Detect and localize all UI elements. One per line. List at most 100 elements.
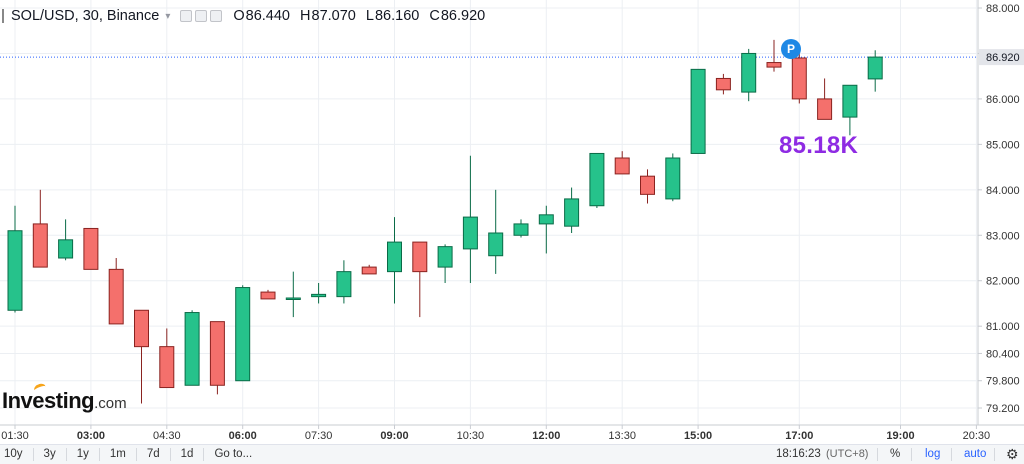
auto-toggle[interactable]: auto [964,448,987,460]
open-value: 86.440 [245,8,290,24]
candle-down[interactable] [209,321,225,386]
toolbar-divider [951,448,952,461]
candle-down[interactable] [32,223,48,268]
range-3y-button[interactable]: 3y [34,448,67,461]
marker-badge[interactable]: P [781,39,801,59]
candle-down[interactable] [766,62,782,68]
candle-down[interactable] [640,175,655,195]
price-tick-label: 82.000 [986,276,1020,288]
candle-up[interactable] [58,239,74,259]
candle-up[interactable] [437,246,453,268]
candle-up[interactable] [387,241,402,273]
high-label: H [300,8,311,24]
candle-down[interactable] [614,157,630,175]
time-tick-label: 04:30 [153,430,181,442]
time-tick-label: 15:00 [684,430,712,442]
symbol-label[interactable]: SOL/USD, 30, Binance [11,8,160,24]
settings-icon[interactable] [180,10,193,22]
bottom-toolbar: 10y 3y 1y 1m 7d 1d Go to... 18:16:23 (UT… [0,444,1024,464]
price-tick-label: 88.000 [986,3,1020,15]
candle-up[interactable] [690,68,706,154]
time-tick-label: 07:30 [305,430,333,442]
low-label: L [365,8,374,24]
candle-up[interactable] [538,214,554,225]
candle-down[interactable] [791,57,807,100]
low-value: 86.160 [374,8,420,24]
high-value: 87.070 [311,8,356,24]
close-icon[interactable] [210,10,223,22]
time-tick-label: 12:00 [532,430,560,442]
toolbar-divider [911,448,912,461]
toolbar-divider [877,448,878,461]
candle-up[interactable] [235,287,251,382]
candle-up[interactable] [184,312,200,386]
time-tick-label: 20:30 [963,430,991,442]
percent-toggle[interactable]: % [890,448,901,460]
close-value: 86.920 [440,8,486,24]
candle-down[interactable] [159,346,175,389]
candle-up[interactable] [311,293,327,298]
timezone-label[interactable]: (UTC+8) [826,448,869,460]
close-label: C [429,8,440,24]
logo-brand: Investing [2,388,95,413]
candle-up[interactable] [665,157,681,200]
price-tick-label: 81.000 [986,321,1020,333]
candle-down[interactable] [412,241,428,273]
toolbar-divider [994,448,995,461]
candle-up[interactable] [285,297,301,300]
candle-up[interactable] [564,198,580,227]
candle-down[interactable] [83,227,99,270]
logo-suffix: .com [94,395,127,412]
chart-legend: SOL/USD, 30, Binance ▾ O86.440 H87.070 L… [2,5,491,27]
clock-time: 18:16:23 [776,448,821,460]
last-price-tag-bg [979,49,1024,66]
candle-up[interactable] [7,230,23,311]
range-10y-button[interactable]: 10y [0,448,34,461]
visibility-icon[interactable] [195,10,208,22]
candle-up[interactable] [589,152,605,207]
legend-toggle-icon[interactable] [2,9,5,23]
candle-up[interactable] [513,223,529,236]
candle-up[interactable] [867,56,883,80]
candle-down[interactable] [361,266,377,275]
candle-up[interactable] [336,271,352,298]
candle-up[interactable] [462,216,478,250]
candle-down[interactable] [817,98,833,120]
gear-icon[interactable]: ⚙ [1006,446,1019,462]
price-tick-label: 79.800 [986,376,1020,388]
time-tick-label: 19:00 [886,430,914,442]
time-tick-label: 01:30 [1,430,29,442]
range-1m-button[interactable]: 1m [100,448,137,461]
time-tick-label: 09:00 [380,430,408,442]
time-tick-label: 10:30 [457,430,485,442]
time-tick-label: 17:00 [785,430,813,442]
time-tick-label: 03:00 [77,430,105,442]
chevron-down-icon[interactable]: ▾ [165,10,171,22]
range-1y-button[interactable]: 1y [67,448,100,461]
price-tick-label: 84.000 [986,185,1020,197]
candle-down[interactable] [134,309,149,348]
last-price-tag: 86.920 [986,52,1020,64]
candle-up[interactable] [741,52,757,93]
time-tick-label: 13:30 [608,430,636,442]
price-tick-label: 80.400 [986,348,1020,360]
goto-button[interactable]: Go to... [214,448,253,460]
candle-up[interactable] [842,84,858,118]
price-tick-label: 86.000 [986,94,1020,106]
candle-down[interactable] [715,77,731,91]
open-label: O [233,8,245,24]
investing-logo: Investing.com [2,382,127,414]
log-toggle[interactable]: log [925,448,941,460]
candle-down[interactable] [260,291,276,300]
price-tick-label: 85.000 [986,139,1020,151]
price-tick-label: 83.000 [986,230,1020,242]
price-tick-label: 79.200 [986,403,1020,415]
ohlc-values: O86.440 H87.070 L86.160 C86.920 [233,8,491,24]
candle-up[interactable] [488,232,504,257]
candle-down[interactable] [108,268,124,325]
volume-annotation: 85.18K [779,132,859,159]
range-7d-button[interactable]: 7d [137,448,171,461]
range-1d-button[interactable]: 1d [171,448,205,461]
